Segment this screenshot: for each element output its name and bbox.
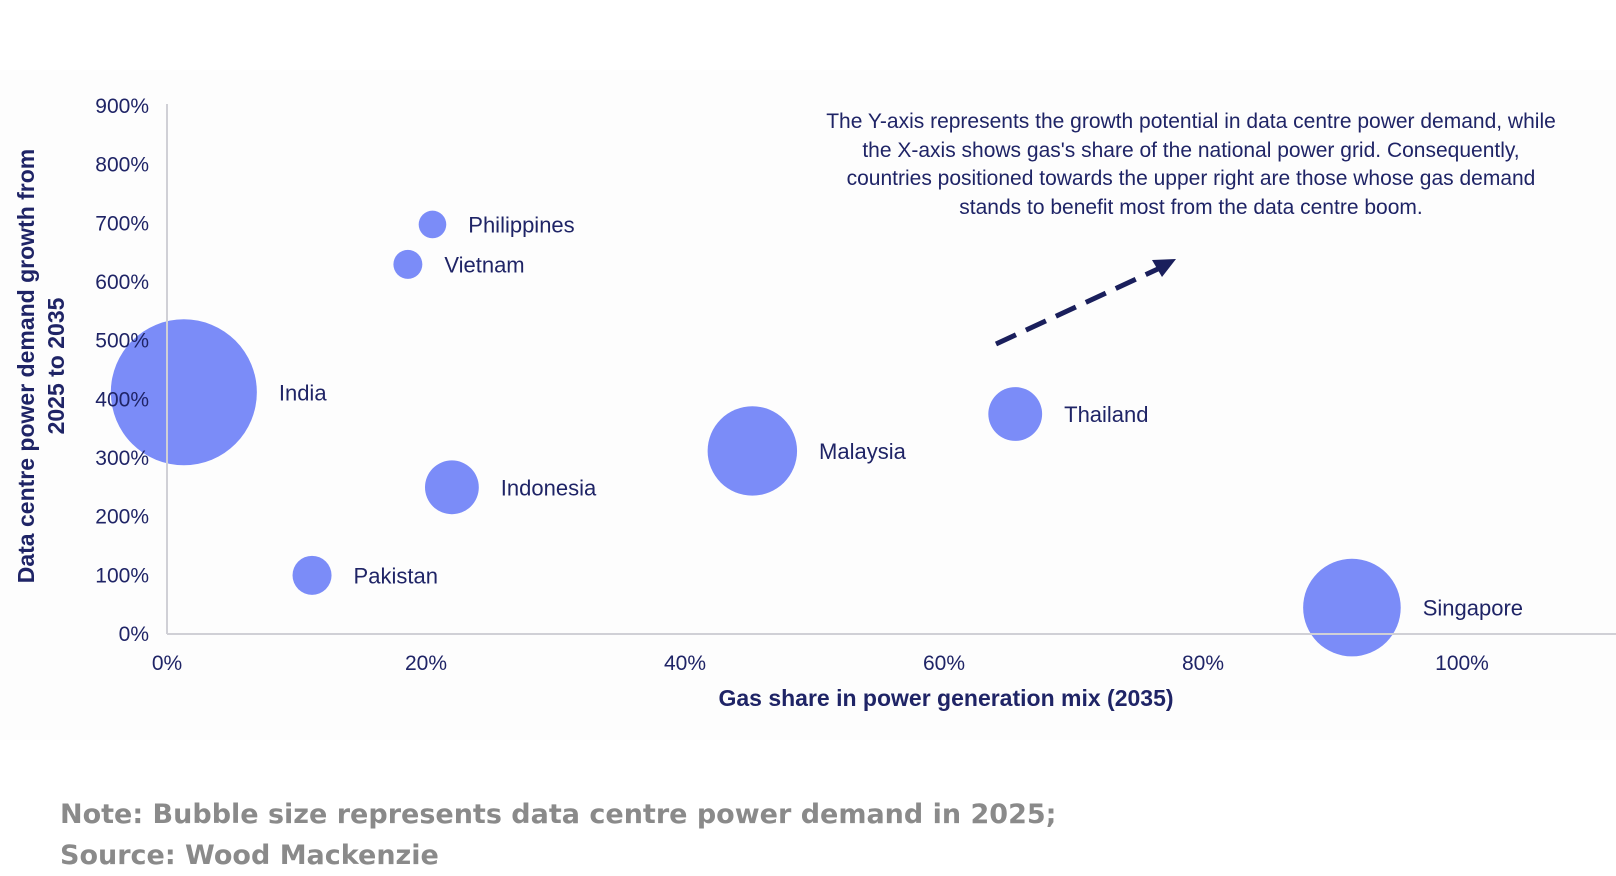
x-tick-label: 80%	[1182, 652, 1224, 675]
bubble-singapore	[1303, 558, 1401, 657]
bubble-india	[110, 319, 257, 466]
bubble-label-vietnam: Vietnam	[444, 252, 524, 277]
bubble-label-india: India	[279, 380, 327, 405]
y-tick-label: 800%	[95, 154, 149, 177]
x-tick-label: 20%	[405, 652, 447, 675]
trend-arrow-head	[1152, 259, 1176, 277]
trend-arrow	[994, 259, 1176, 347]
annotation-line: stands to benefit most from the data cen…	[959, 195, 1423, 219]
chart-footer: Note: Bubble size represents data centre…	[60, 794, 1056, 876]
chart-annotation: The Y-axis represents the growth potenti…	[775, 108, 1607, 222]
bubble-pakistan	[292, 555, 332, 595]
footer-source: Source: Wood Mackenzie	[60, 840, 439, 871]
y-tick-label: 700%	[95, 212, 149, 235]
y-tick-label: 600%	[95, 271, 149, 294]
annotation-line: the X-axis shows gas's share of the nati…	[862, 138, 1520, 162]
bubble-chart: 0% 20% 40% 60% 80% 100% 0% 100% 200% 300% 400% 500%…	[13, 94, 1616, 711]
annotation-line: The Y-axis represents the growth potenti…	[826, 110, 1556, 133]
bubble-thailand	[988, 387, 1043, 441]
x-tick-label: 0%	[152, 652, 182, 675]
chart-svg: 0% 20% 40% 60% 80% 100% 0% 100% 200% 300% 400% 500%…	[13, 94, 1616, 711]
trend-arrow-line	[994, 265, 1162, 347]
bubble-indonesia	[424, 460, 479, 515]
y-tick-label: 500%	[95, 330, 149, 353]
y-tick-label: 200%	[95, 506, 149, 529]
bubble-label-singapore: Singapore	[1423, 596, 1523, 621]
x-axis-title: Gas share in power generation mix (2035)	[718, 685, 1173, 711]
y-tick-label: 0%	[119, 623, 149, 646]
bubble-label-malaysia: Malaysia	[819, 439, 907, 464]
y-axis-title-line-2: 2025 to 2035	[43, 297, 69, 434]
bubble-label-indonesia: Indonesia	[501, 475, 597, 500]
y-tick-label: 100%	[95, 564, 149, 587]
y-tick-label: 900%	[95, 95, 149, 118]
x-tick-label: 60%	[923, 652, 965, 675]
bubble-vietnam	[393, 249, 423, 279]
bubble-label-pakistan: Pakistan	[354, 563, 438, 588]
bubble-malaysia	[707, 406, 798, 496]
y-axis-title-line-1: Data centre power demand growth from	[13, 149, 39, 584]
y-tick-label: 300%	[95, 447, 149, 470]
x-tick-label: 40%	[664, 652, 706, 675]
annotation-line: countries positioned towards the upper r…	[846, 167, 1536, 190]
y-tick-label: 400%	[95, 388, 149, 411]
bubble-philippines	[418, 210, 447, 239]
footer-note: Note: Bubble size represents data centre…	[60, 799, 1057, 830]
bubble-label-thailand: Thailand	[1064, 402, 1148, 427]
bubble-label-philippines: Philippines	[468, 212, 574, 237]
x-tick-label: 100%	[1435, 652, 1489, 675]
